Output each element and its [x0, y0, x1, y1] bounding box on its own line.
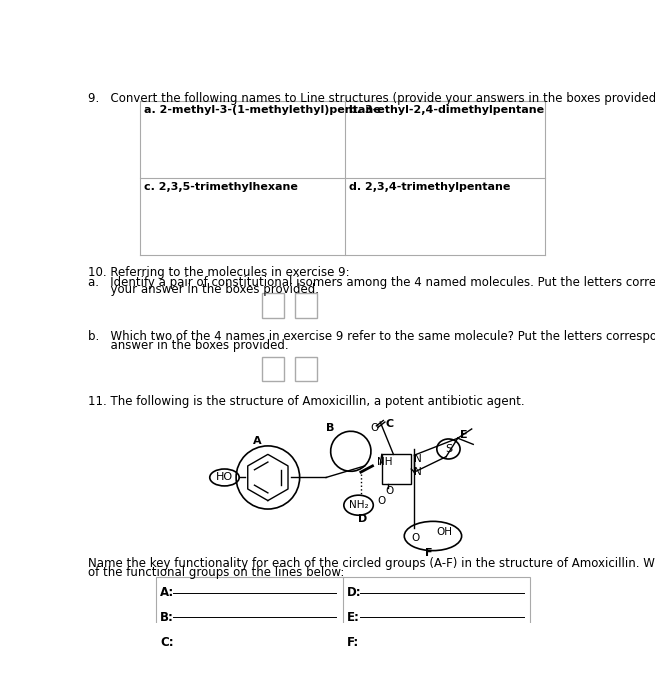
Text: D:: D:: [347, 587, 362, 599]
Bar: [263, 293, 284, 318]
Text: b.   Which two of the 4 names in exercise 9 refer to the same molecule? Put the : b. Which two of the 4 names in exercise …: [88, 330, 655, 342]
Text: C: C: [386, 419, 394, 429]
Text: HO: HO: [216, 473, 233, 482]
Text: a. 2-methyl-3-(1-methylethyl)pentane: a. 2-methyl-3-(1-methylethyl)pentane: [144, 105, 381, 115]
Text: S: S: [445, 444, 452, 454]
Text: O: O: [378, 496, 386, 506]
Text: E: E: [460, 430, 468, 440]
Text: N: N: [413, 467, 421, 477]
Text: A:: A:: [160, 587, 174, 599]
Bar: [295, 293, 317, 318]
Text: B:: B:: [160, 611, 174, 624]
Text: Name the key functionality for each of the circled groups (A-F) in the structure: Name the key functionality for each of t…: [88, 556, 655, 570]
Bar: [155, 577, 530, 651]
Text: F:: F:: [347, 636, 360, 649]
Bar: [263, 356, 284, 382]
Text: NH₂: NH₂: [348, 500, 368, 510]
Text: 11. The following is the structure of Amoxicillin, a potent antibiotic agent.: 11. The following is the structure of Am…: [88, 395, 525, 408]
Text: answer in the boxes provided.: answer in the boxes provided.: [88, 339, 289, 352]
Text: of the functional groups on the lines below:: of the functional groups on the lines be…: [88, 566, 345, 579]
Text: C:: C:: [160, 636, 174, 649]
Text: OH: OH: [437, 527, 453, 537]
Text: B: B: [326, 424, 335, 433]
Bar: [295, 356, 317, 382]
Text: O: O: [412, 533, 420, 543]
Text: your answer in the boxes provided.: your answer in the boxes provided.: [88, 284, 319, 296]
Text: 9.   Convert the following names to Line structures (provide your answers in the: 9. Convert the following names to Line s…: [88, 92, 655, 105]
Text: A: A: [253, 435, 261, 445]
Text: a.   Identify a pair of constitutional isomers among the 4 named molecules. Put : a. Identify a pair of constitutional iso…: [88, 276, 655, 288]
Text: F: F: [425, 548, 433, 558]
Text: O: O: [385, 486, 394, 496]
Text: N: N: [415, 454, 422, 464]
Text: E:: E:: [347, 611, 360, 624]
Text: c. 2,3,5-trimethylhexane: c. 2,3,5-trimethylhexane: [144, 182, 298, 192]
Text: d. 2,3,4-trimethylpentane: d. 2,3,4-trimethylpentane: [349, 182, 511, 192]
Bar: [382, 454, 411, 484]
Text: b. 3-ethyl-2,4-dimethylpentane: b. 3-ethyl-2,4-dimethylpentane: [349, 105, 544, 115]
Text: D: D: [358, 514, 367, 524]
Text: 10. Referring to the molecules in exercise 9:: 10. Referring to the molecules in exerci…: [88, 267, 350, 279]
Text: NH: NH: [377, 457, 392, 467]
Text: O: O: [370, 424, 378, 433]
